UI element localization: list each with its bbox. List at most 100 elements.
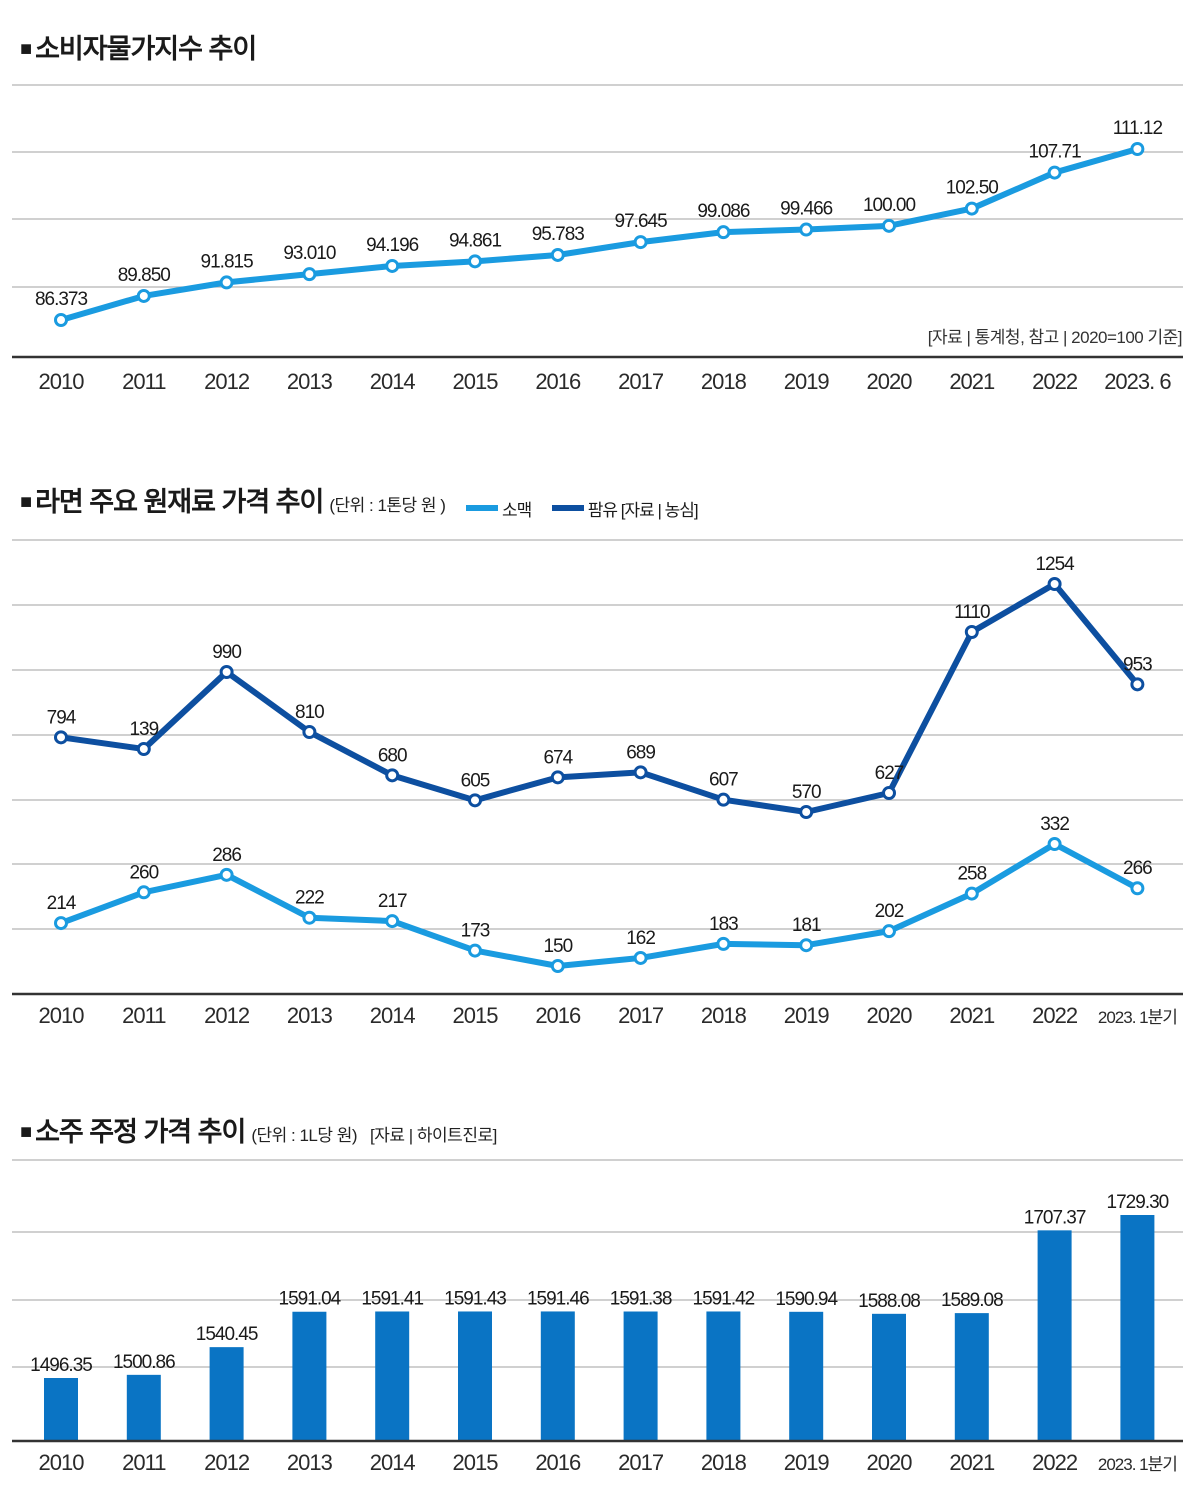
bar [458, 1311, 492, 1441]
data-label: 91.815 [201, 251, 254, 272]
legend-wheat-label: 소맥 [501, 500, 532, 520]
data-label: 99.466 [780, 199, 833, 220]
cpi-chart-title: ■ 소비자물가지수 추이 [20, 27, 257, 66]
data-label: 570 [792, 782, 821, 803]
bar-value-label: 1729.30 [1107, 1192, 1169, 1213]
x-tick-label: 2016 [535, 369, 581, 394]
data-label: 1110 [954, 602, 990, 623]
data-label: 107.71 [1029, 142, 1082, 163]
cpi-x-axis: 2010 2011 2012 2013 2014 2015 2016 2017 2018 2019… [12, 355, 1183, 394]
bar-value-label: 1588.08 [858, 1291, 920, 1312]
data-point [964, 625, 979, 639]
bar [872, 1313, 906, 1441]
data-point [633, 950, 648, 965]
x-tick-label: 2022 [1032, 1450, 1078, 1475]
x-tick-label: 2017 [618, 1450, 664, 1475]
data-point [1047, 577, 1062, 591]
x-tick-label: 2022 [1032, 369, 1078, 394]
x-tick-label: 2018 [701, 1450, 747, 1475]
data-label: 674 [543, 747, 573, 768]
data-label: 162 [626, 928, 655, 949]
data-point [385, 768, 400, 783]
bar [1037, 1230, 1072, 1441]
data-point [468, 793, 482, 808]
data-point [54, 730, 68, 745]
data-point [882, 786, 896, 800]
data-point [468, 254, 482, 269]
x-tick-label: 2011 [122, 369, 166, 394]
x-tick-label: 2012 [204, 1003, 250, 1028]
data-point [1130, 881, 1145, 896]
bar-value-label: 1496.35 [30, 1355, 92, 1376]
bar-value-label: 1589.08 [941, 1290, 1003, 1311]
cpi-series [54, 142, 1145, 327]
soju-bar-chart: 1496.35 1500.86 1540.45 1591.04 1591.41 1591.… [12, 1159, 1183, 1475]
x-tick-label: 2011 [122, 1450, 166, 1475]
data-point [219, 867, 234, 882]
data-label: 97.645 [615, 211, 668, 232]
x-tick-label: 2011 [122, 1003, 166, 1028]
x-tick-label: 2020 [867, 1003, 913, 1028]
x-tick-label: 2023. 1분기 [1098, 1455, 1177, 1474]
cpi-source-note: [자료 | 통계청, 참고 | 2020=100 기준] [928, 328, 1182, 347]
data-point [964, 201, 979, 216]
soju-unit: (단위 : 1L당 원) [251, 1126, 358, 1145]
data-label: 94.861 [449, 230, 502, 251]
ramen-gridlines [12, 539, 1183, 930]
ramen-line-chart: 214 260 286 222 217 173 150 162 183 181 202 258 332 2… [12, 539, 1183, 1028]
data-point [54, 916, 68, 931]
data-label: 332 [1040, 814, 1069, 835]
ramen-source: [자료 | 농심] [620, 500, 699, 520]
data-point [1047, 837, 1062, 851]
x-tick-label: 2023. 6 [1104, 369, 1171, 394]
data-point [302, 910, 317, 925]
data-point [136, 885, 151, 900]
bar-value-label: 1591.43 [444, 1288, 506, 1309]
soju-title-text: 소주 주정 가격 추이 [35, 1117, 246, 1147]
bar-value-label: 1591.46 [527, 1288, 589, 1309]
x-tick-label: 2016 [535, 1003, 581, 1028]
bar-value-label: 1540.45 [196, 1324, 258, 1345]
data-point [1130, 677, 1145, 692]
bar-value-label: 1591.38 [610, 1289, 672, 1310]
data-label: 1254 [1035, 554, 1075, 575]
data-point [219, 275, 234, 290]
data-point [716, 792, 731, 807]
bar [126, 1374, 161, 1441]
data-label: 217 [378, 891, 407, 912]
ramen-series [54, 577, 1145, 973]
data-point [799, 222, 814, 237]
cpi-title-text: 소비자물가지수 추이 [35, 34, 257, 64]
x-tick-label: 2010 [39, 1003, 85, 1028]
x-tick-label: 2021 [949, 369, 995, 394]
data-label: 794 [47, 707, 77, 728]
legend-wheat-swatch [465, 505, 498, 511]
data-label: 173 [461, 921, 490, 942]
x-tick-label: 2014 [370, 369, 416, 394]
data-point [550, 247, 565, 262]
data-label: 181 [792, 915, 821, 936]
data-label: 689 [626, 742, 655, 763]
data-point [468, 943, 482, 958]
bar-value-label: 1591.04 [279, 1289, 342, 1310]
data-label: 95.783 [532, 224, 585, 245]
data-label: 680 [378, 745, 407, 766]
title-square-marker: ■ [20, 491, 32, 513]
data-point [385, 914, 400, 929]
x-tick-label: 2023. 1분기 [1098, 1008, 1177, 1027]
x-tick-label: 2012 [204, 1450, 250, 1475]
x-tick-label: 2019 [784, 1003, 830, 1028]
data-label: 94.196 [366, 235, 419, 256]
x-tick-label: 2021 [949, 1450, 995, 1475]
data-label: 260 [129, 862, 158, 883]
x-tick-label: 2014 [370, 1003, 416, 1028]
data-point [136, 742, 151, 756]
x-tick-label: 2013 [287, 1450, 333, 1475]
data-label: 86.373 [35, 289, 88, 310]
data-point [716, 936, 731, 951]
bar [375, 1311, 410, 1441]
bar [1120, 1215, 1155, 1441]
ramen-title-text: 라면 주요 원재료 가격 추이 [35, 487, 324, 517]
data-point [219, 665, 234, 679]
bar [292, 1311, 327, 1441]
